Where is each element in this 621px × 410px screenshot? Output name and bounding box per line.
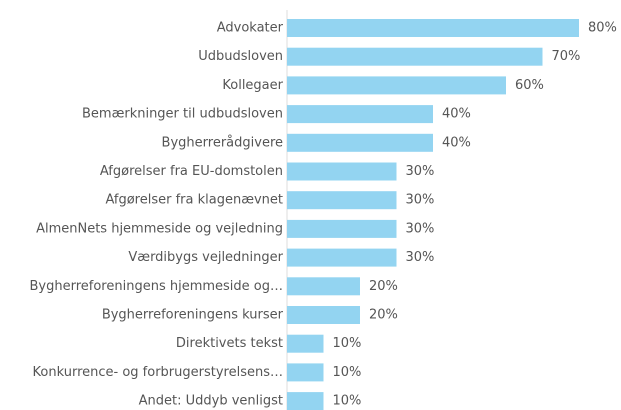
category-label: Konkurrence- og forbrugerstyrelsens… [33,365,283,380]
value-label: 40% [442,107,471,122]
category-label: Afgørelser fra klagenævnet [105,193,283,208]
value-label: 40% [442,135,471,150]
value-label: 70% [552,49,581,64]
bar [287,363,324,382]
bar [287,248,397,267]
category-label: Afgørelser fra EU-domstolen [100,164,283,179]
category-label: Bygherreforeningens kurser [102,308,284,323]
category-label: Andet: Uddyb venligst [139,394,283,409]
value-label: 60% [515,78,544,93]
bar [287,191,397,210]
bar [287,47,543,66]
value-label: 20% [369,279,398,294]
category-label: Kollegaer [222,78,283,93]
value-label: 30% [406,221,435,236]
bar [287,76,506,95]
category-label: Udbudsloven [198,49,283,64]
category-label: Værdibygs vejledninger [128,250,283,265]
bar [287,219,397,238]
category-label: Bygherreforeningens hjemmeside og… [30,279,284,294]
value-label: 30% [406,250,435,265]
category-label: Advokater [217,21,284,36]
bar [287,334,324,353]
category-label: AlmenNets hjemmeside og vejledning [36,221,283,236]
category-label: Bygherrerådgivere [162,135,283,150]
bar [287,19,579,37]
value-label: 80% [588,21,617,36]
bar [287,277,360,296]
value-label: 10% [333,394,362,409]
value-label: 20% [369,308,398,323]
bar [287,306,360,324]
bar [287,392,324,410]
category-label: Direktivets tekst [176,336,283,351]
bar [287,133,433,152]
bar [287,162,397,181]
value-label: 10% [333,336,362,351]
value-label: 30% [406,164,435,179]
bar [287,105,433,124]
value-label: 30% [406,193,435,208]
category-label: Bemærkninger til udbudsloven [82,107,283,122]
value-label: 10% [333,365,362,380]
